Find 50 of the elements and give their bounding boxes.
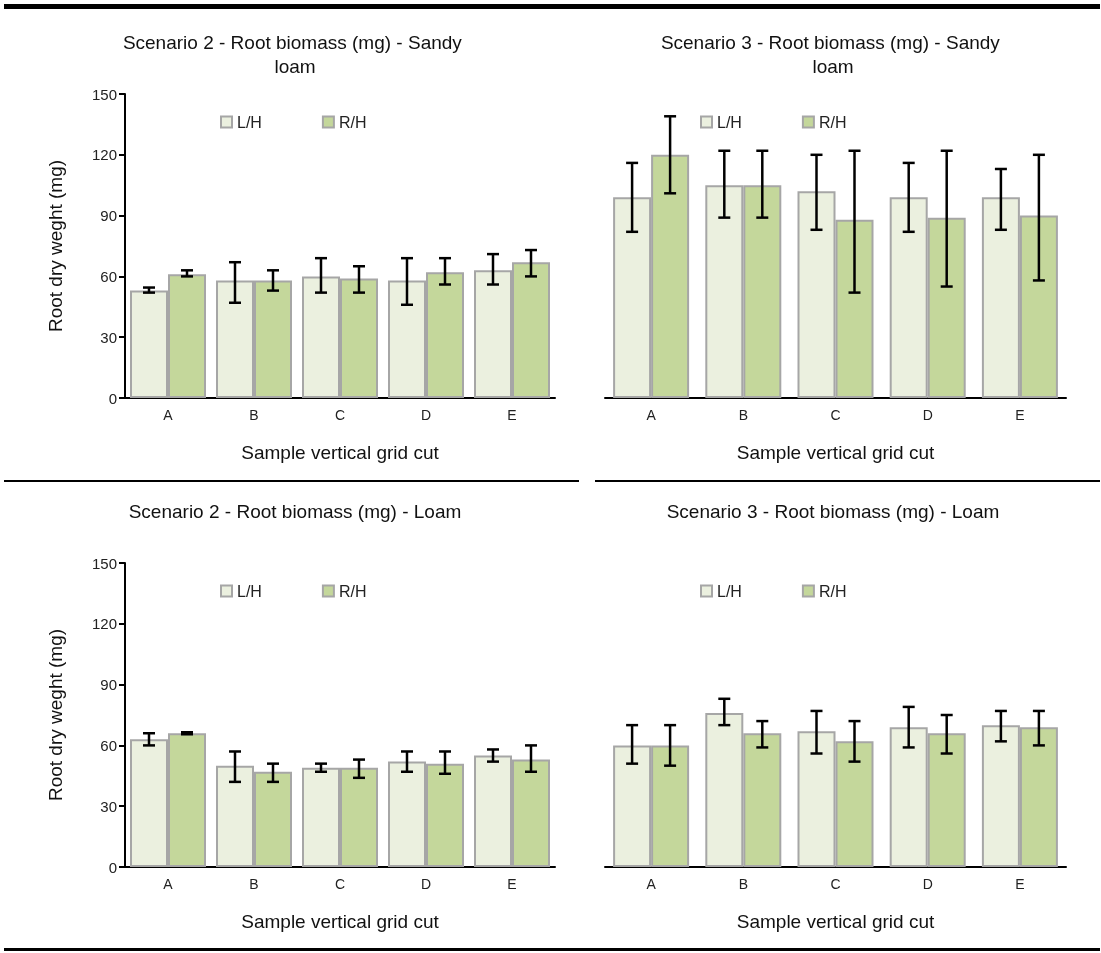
x-tick-label: C	[830, 876, 841, 892]
legend-label: L/H	[717, 113, 742, 131]
chart-title: Scenario 2 - Root biomass (mg) - Sandy loam	[122, 31, 468, 77]
y-axis-title: Root dry weght (mg)	[45, 628, 66, 802]
legend-label: R/H	[338, 113, 367, 131]
legend-label: L/H	[237, 582, 262, 600]
x-tick-label: B	[738, 407, 748, 423]
y-tick-label: 90	[100, 207, 117, 225]
y-tick-label: 60	[100, 267, 117, 285]
x-tick-label: D	[420, 407, 432, 423]
chart-title: Scenario 3 - Root biomass (mg) - Sandy loam	[660, 31, 1006, 77]
chart-title: Scenario 3 - Root biomass (mg) - Loam	[666, 500, 1000, 522]
x-tick-label: E	[507, 407, 517, 423]
x-tick-label: A	[163, 407, 174, 423]
legend-label: R/H	[818, 113, 847, 131]
x-tick-label: D	[922, 876, 933, 892]
x-axis-title: Sample vertical grid cut	[736, 442, 935, 463]
x-tick-label: A	[646, 876, 657, 892]
x-tick-label: C	[334, 407, 346, 423]
x-axis-title: Sample vertical grid cut	[241, 442, 440, 463]
legend-label: L/H	[717, 582, 742, 600]
y-tick-label: 60	[100, 736, 117, 754]
x-axis-title: Sample vertical grid cut	[241, 911, 440, 932]
x-tick-label: D	[922, 407, 933, 423]
y-tick-label: 120	[91, 615, 117, 633]
x-tick-label: A	[646, 407, 657, 423]
legend-label: L/H	[237, 113, 262, 131]
y-tick-label: 90	[100, 676, 117, 694]
x-axis-title: Sample vertical grid cut	[736, 911, 935, 932]
x-tick-label: E	[507, 876, 517, 892]
y-tick-label: 30	[100, 328, 117, 346]
y-axis-title: Root dry weght (mg)	[45, 159, 66, 333]
x-tick-label: A	[163, 876, 174, 892]
legend-label: R/H	[338, 582, 367, 600]
x-tick-label: E	[1015, 407, 1025, 423]
x-tick-label: B	[738, 876, 748, 892]
chart-title: Scenario 2 - Root biomass (mg) - Loam	[128, 500, 462, 522]
x-tick-label: C	[334, 876, 346, 892]
x-tick-label: D	[420, 876, 432, 892]
x-tick-label: B	[249, 407, 259, 423]
y-tick-label: 120	[91, 146, 117, 164]
y-tick-label: 30	[100, 797, 117, 815]
x-tick-label: E	[1015, 876, 1025, 892]
x-tick-label: C	[830, 407, 841, 423]
legend-label: R/H	[818, 582, 847, 600]
y-tick-label: 0	[108, 858, 117, 876]
y-tick-label: 150	[91, 85, 117, 103]
x-tick-label: B	[249, 876, 259, 892]
y-tick-label: 150	[91, 554, 117, 572]
y-tick-label: 0	[108, 389, 117, 407]
